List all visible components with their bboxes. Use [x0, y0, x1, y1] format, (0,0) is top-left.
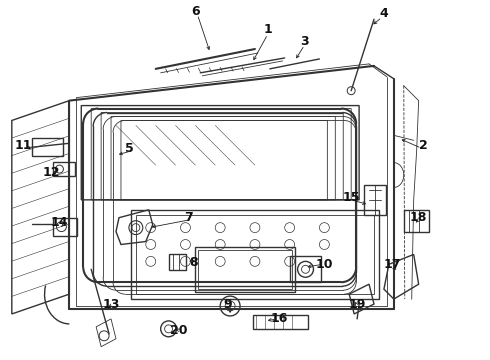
- Text: 6: 6: [191, 5, 200, 18]
- Text: 12: 12: [43, 166, 60, 179]
- Text: 9: 9: [224, 297, 232, 311]
- Bar: [32, 138, 63, 156]
- Text: 8: 8: [189, 256, 197, 269]
- Bar: [253, 315, 308, 329]
- Text: 13: 13: [102, 297, 120, 311]
- Bar: [196, 247, 294, 292]
- Text: 16: 16: [271, 312, 289, 325]
- Bar: [290, 256, 321, 282]
- Bar: [53, 218, 77, 235]
- Text: 14: 14: [50, 216, 68, 229]
- Text: 11: 11: [15, 139, 32, 152]
- Text: 4: 4: [380, 7, 388, 20]
- Bar: [169, 255, 187, 270]
- Bar: [404, 210, 429, 231]
- Bar: [136, 215, 374, 294]
- Text: 19: 19: [348, 297, 366, 311]
- Bar: [53, 162, 75, 176]
- Text: 15: 15: [343, 192, 360, 204]
- Text: 10: 10: [316, 258, 333, 271]
- Text: 2: 2: [419, 139, 428, 152]
- Bar: [131, 210, 379, 299]
- Text: 18: 18: [410, 211, 427, 224]
- Text: 17: 17: [383, 258, 401, 271]
- Text: 5: 5: [124, 142, 133, 155]
- Text: 1: 1: [264, 23, 272, 36]
- Text: 3: 3: [300, 35, 309, 48]
- Bar: [364, 185, 386, 215]
- Text: 20: 20: [170, 324, 187, 337]
- Text: 7: 7: [184, 211, 193, 224]
- Bar: [198, 251, 292, 289]
